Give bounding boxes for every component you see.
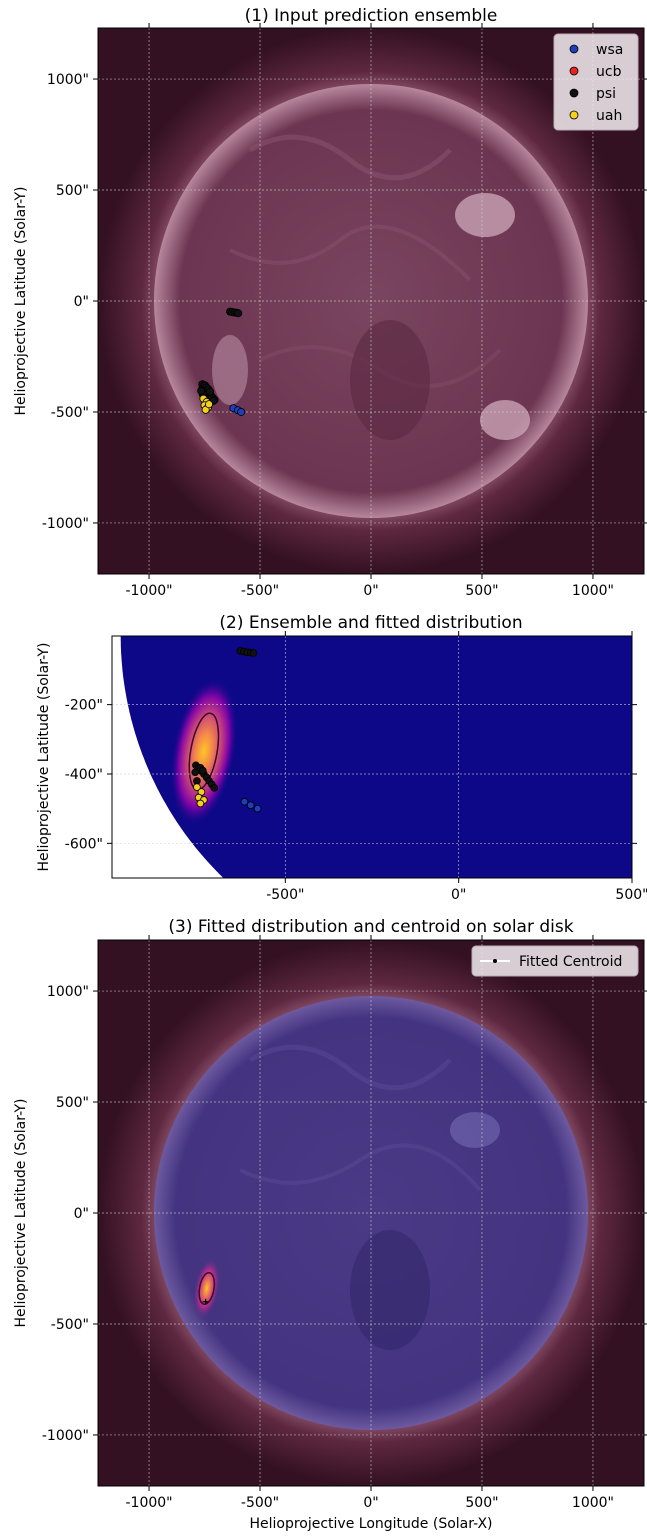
x-tick-label: 0": [363, 583, 378, 599]
x-tick-label: -1000": [125, 1495, 172, 1511]
data-point-psi: [206, 387, 215, 396]
panel-3-fitted-ellipse: [198, 1271, 216, 1306]
data-point-wsa: [246, 801, 255, 809]
legend-label: wsa: [596, 42, 623, 58]
x-tick-label: 1000": [572, 583, 614, 599]
x-tick-label: -500": [266, 887, 304, 903]
data-point-wsa: [237, 407, 246, 416]
x-tick-label: 500": [465, 583, 498, 599]
panel-1-active-region-w: [212, 335, 248, 405]
data-point-psi: [197, 386, 206, 395]
x-tick-label: 1000": [572, 1495, 614, 1511]
panel-1-legend: wsa ucb psi uah: [553, 33, 639, 131]
panel-2-grid: [112, 636, 632, 878]
panel-3-density-glow: [193, 1257, 221, 1320]
y-tick-label: -600": [65, 836, 103, 852]
panel-1-grid: [98, 28, 644, 574]
panel-3: (3) Fitted distribution and centroid on …: [13, 917, 647, 1532]
data-point-psi: [191, 768, 200, 777]
y-tick-label: -400": [65, 767, 103, 783]
x-tick-label: -500": [241, 583, 279, 599]
legend-marker-uah: [569, 110, 579, 120]
legend-label: Fitted Centroid: [519, 954, 622, 970]
data-point-psi: [193, 777, 201, 785]
data-point-psi: [210, 784, 219, 792]
panel-3-active-region: [450, 1112, 500, 1148]
panel-2-ylabel: Helioprojective Latitude (Solar-Y): [36, 642, 52, 871]
panel-2-disk-heatmap: [120, 636, 632, 878]
y-tick-label: 1000": [47, 984, 89, 1000]
panel-3-centroid: [202, 1298, 209, 1305]
x-tick-label: -1000": [125, 583, 172, 599]
panel-2-density-glow: [170, 677, 238, 826]
panel-3-ylabel: Helioprojective Latitude (Solar-Y): [13, 1098, 29, 1327]
panel-1-active-region-ne: [455, 193, 515, 237]
panel-1-y-ticks: 1000" 500" 0" -500" -1000": [42, 72, 647, 532]
x-tick-label: 500": [465, 1495, 498, 1511]
panel-1-x-ticks: -1000" -500" 0" 500" 1000": [125, 23, 614, 599]
panel-1-coronal-hole: [350, 320, 430, 440]
y-tick-label: 0": [74, 294, 89, 310]
data-point-psi: [199, 766, 207, 775]
x-tick-label: -500": [241, 1495, 279, 1511]
legend-marker-ucb: [569, 66, 579, 76]
data-point-uah: [196, 799, 205, 808]
legend-label: psi: [596, 86, 616, 102]
panel-2: (2) Ensemble and fitted distribution -50…: [36, 613, 647, 903]
panel-3-grid: [98, 940, 644, 1486]
panel-3-xlabel: Helioprojective Longitude (Solar-X): [249, 1516, 492, 1532]
panel-3-legend: Fitted Centroid: [471, 945, 639, 977]
y-tick-label: -1000": [42, 1428, 89, 1444]
panel-2-y-ticks: -200" -400" -600": [65, 698, 637, 852]
x-tick-label: 0": [451, 887, 466, 903]
data-point-psi: [249, 649, 258, 657]
data-point-psi: [234, 309, 243, 318]
data-point-uah: [204, 400, 213, 409]
panel-2-x-ticks: -500" 0" 500": [266, 631, 647, 903]
legend-box: [471, 945, 639, 977]
legend-marker-dot: [493, 959, 497, 963]
legend-box: [553, 33, 639, 131]
panel-1-title: (1) Input prediction ensemble: [245, 6, 498, 26]
panel-1-points: [197, 307, 246, 416]
legend-marker-wsa: [569, 44, 579, 54]
y-tick-label: 0": [74, 1206, 89, 1222]
panel-1-active-region-se: [480, 400, 530, 440]
y-tick-label: -500": [51, 1317, 89, 1333]
y-tick-label: -200": [65, 698, 103, 714]
panel-3-x-ticks: -1000" -500" 0" 500" 1000": [125, 935, 614, 1511]
panel-1-plot-area: [98, 28, 644, 574]
panel-3-coronal-hole: [350, 1230, 430, 1350]
y-tick-label: 500": [56, 1095, 89, 1111]
legend-marker-psi: [569, 88, 579, 98]
y-tick-label: 1000": [47, 72, 89, 88]
panel-3-title: (3) Fitted distribution and centroid on …: [168, 917, 573, 937]
y-tick-label: -500": [51, 405, 89, 421]
panel-3-plot-area: [98, 940, 644, 1486]
x-tick-label: 500": [615, 887, 647, 903]
panel-2-plot-area: [112, 636, 632, 878]
y-tick-label: 500": [56, 183, 89, 199]
panel-1: (1) Input prediction ensemble -1000" -500…: [13, 6, 647, 599]
data-point-uah: [193, 783, 201, 791]
panel-2-title: (2) Ensemble and fitted distribution: [219, 613, 522, 633]
panel-1-ylabel: Helioprojective Latitude (Solar-Y): [13, 186, 29, 415]
legend-label: ucb: [596, 64, 622, 80]
panel-2-points: [191, 647, 262, 813]
panel-2-frame: [111, 635, 633, 879]
panel-3-y-ticks: 1000" 500" 0" -500" -1000": [42, 984, 647, 1444]
x-tick-label: 0": [363, 1495, 378, 1511]
y-tick-label: -1000": [42, 516, 89, 532]
legend-label: uah: [596, 108, 622, 124]
data-point-wsa: [253, 804, 262, 813]
data-point-wsa: [240, 797, 249, 806]
